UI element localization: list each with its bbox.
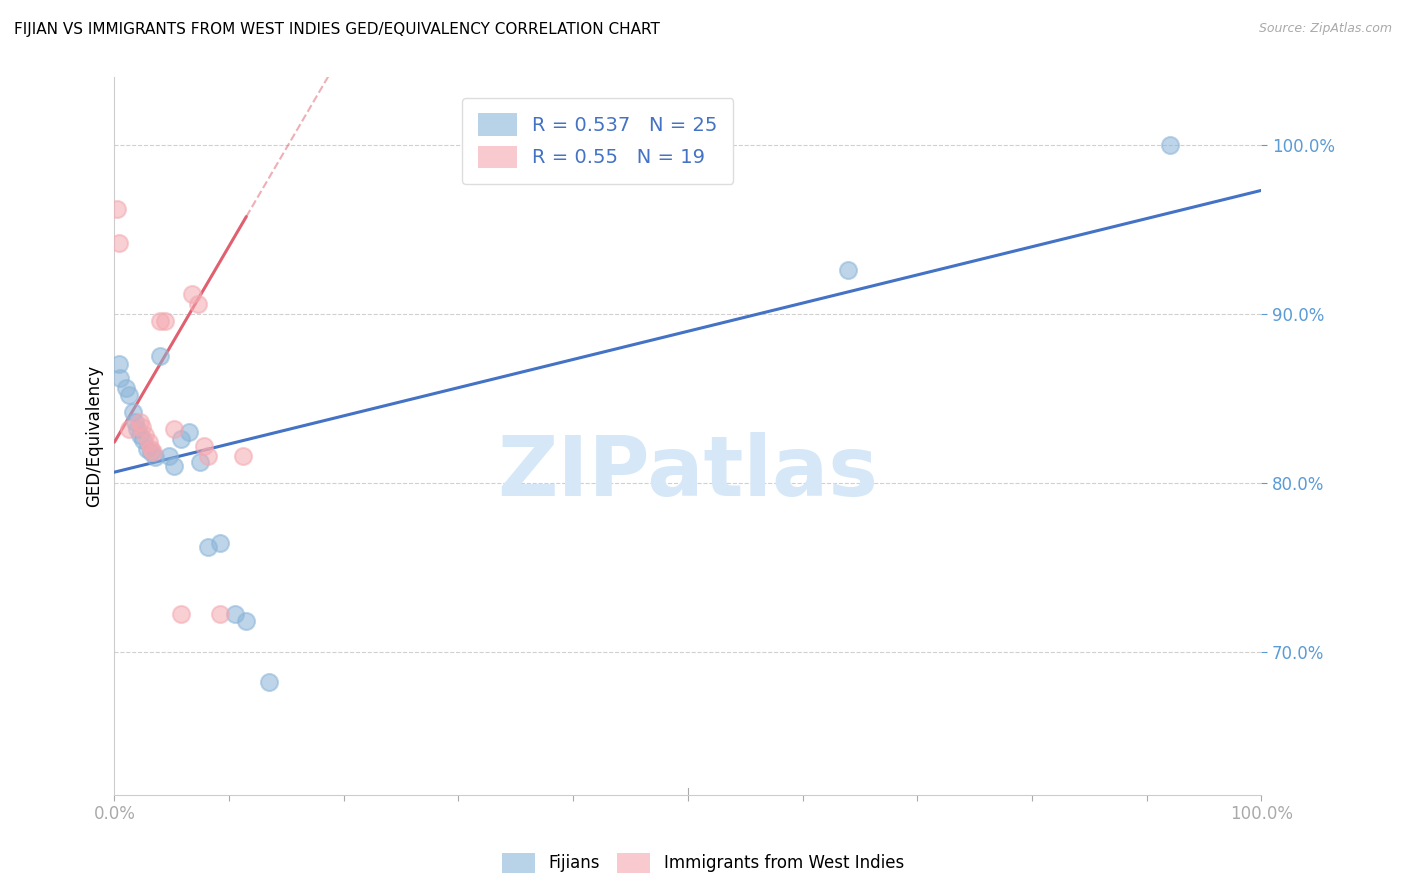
Point xyxy=(193,438,215,452)
Point xyxy=(128,428,150,442)
Point xyxy=(149,313,172,327)
Point xyxy=(181,286,204,301)
Point xyxy=(124,415,146,429)
Point xyxy=(235,614,257,628)
Point xyxy=(138,435,160,450)
Point xyxy=(139,442,162,456)
Point xyxy=(190,455,212,469)
Legend: R = 0.537   N = 25, R = 0.55   N = 19: R = 0.537 N = 25, R = 0.55 N = 19 xyxy=(463,98,734,184)
Point xyxy=(224,607,246,622)
Point xyxy=(118,422,141,436)
Point xyxy=(208,536,231,550)
Point xyxy=(257,674,280,689)
Point xyxy=(837,263,859,277)
Point xyxy=(131,420,153,434)
Point xyxy=(139,445,162,459)
Point xyxy=(149,349,172,363)
Point xyxy=(121,405,143,419)
Point xyxy=(134,428,156,442)
Point xyxy=(143,450,166,465)
Point xyxy=(177,425,200,439)
Point xyxy=(153,313,176,327)
Point xyxy=(128,415,150,429)
Point xyxy=(163,458,186,473)
Point xyxy=(127,422,149,436)
Text: ZIPatlas: ZIPatlas xyxy=(498,432,879,513)
Point xyxy=(108,235,131,250)
Text: Source: ZipAtlas.com: Source: ZipAtlas.com xyxy=(1258,22,1392,36)
Point xyxy=(197,540,219,554)
Point xyxy=(170,607,193,622)
Point xyxy=(232,449,254,463)
Text: FIJIAN VS IMMIGRANTS FROM WEST INDIES GED/EQUIVALENCY CORRELATION CHART: FIJIAN VS IMMIGRANTS FROM WEST INDIES GE… xyxy=(14,22,659,37)
Point xyxy=(135,442,157,456)
Point xyxy=(118,388,141,402)
Point xyxy=(159,449,181,463)
Point xyxy=(163,422,186,436)
Point xyxy=(1159,138,1181,153)
Point xyxy=(197,449,219,463)
Point xyxy=(208,607,231,622)
Point xyxy=(132,434,155,448)
Point xyxy=(142,445,165,459)
Point xyxy=(115,381,138,395)
Point xyxy=(105,202,128,216)
Legend: Fijians, Immigrants from West Indies: Fijians, Immigrants from West Indies xyxy=(495,847,911,880)
Y-axis label: GED/Equivalency: GED/Equivalency xyxy=(86,365,103,508)
Point xyxy=(108,371,131,385)
Point xyxy=(170,432,193,446)
Point xyxy=(187,296,209,310)
Point xyxy=(108,358,131,372)
